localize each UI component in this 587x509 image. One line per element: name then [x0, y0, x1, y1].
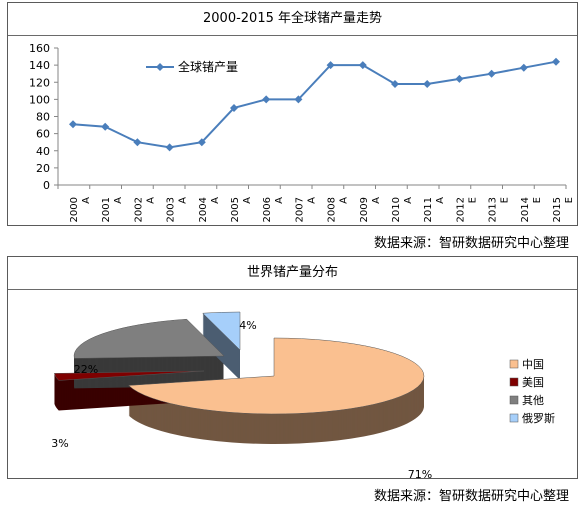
x-tick-suffix: A	[81, 197, 92, 204]
x-tick-suffix: E	[532, 197, 543, 203]
x-tick-suffix: A	[371, 197, 382, 204]
data-point-marker	[69, 120, 77, 129]
pie-percent-label: 3%	[51, 437, 68, 450]
x-tick-suffix: A	[403, 197, 414, 204]
x-tick-suffix: E	[564, 197, 575, 203]
data-point-marker	[552, 57, 560, 66]
legend-swatch	[509, 377, 519, 387]
y-tick-label: 140	[29, 59, 50, 72]
x-tick-label: 2008	[327, 197, 338, 222]
legend-label: 俄罗斯	[522, 412, 555, 425]
data-point-marker	[133, 138, 142, 147]
data-point-marker	[455, 74, 464, 83]
pie-chart-panel: 世界锗产量分布 71% 3% 22% 4% 中国美国其他俄罗斯	[7, 256, 578, 479]
y-tick-label: 0	[43, 179, 50, 192]
line-chart-panel: 2000-2015 年全球锗产量走势 0 20 40 60 80 100 120 140 160…	[7, 2, 578, 226]
x-tick-suffix: A	[210, 197, 221, 204]
data-point-marker	[423, 79, 432, 88]
pie-slice	[73, 318, 225, 359]
y-tick-label: 120	[29, 76, 50, 89]
y-tick-label: 40	[36, 145, 50, 158]
legend-label: 全球锗产量	[178, 59, 238, 74]
data-point-marker	[230, 103, 238, 112]
x-tick-label: 2009	[359, 197, 370, 222]
x-tick-label: 2007	[294, 197, 305, 222]
data-point-marker	[101, 122, 110, 131]
pie-percent-label: 71%	[408, 468, 432, 478]
data-point-marker	[519, 63, 528, 72]
legend-label: 美国	[522, 376, 544, 389]
x-tick-label: 2014	[520, 197, 531, 222]
data-point-marker	[197, 138, 206, 147]
pie-percent-label: 4%	[239, 319, 256, 332]
x-tick-label: 2006	[262, 197, 273, 222]
data-point-marker	[487, 69, 496, 78]
y-tick-label: 80	[36, 111, 50, 124]
x-tick-suffix: A	[435, 197, 446, 204]
line-chart-source: 数据来源：智研数据研究中心整理	[373, 236, 569, 251]
y-tick-label: 160	[29, 42, 50, 55]
legend-label: 中国	[522, 358, 544, 371]
x-tick-label: 2013	[488, 197, 499, 222]
pie-slice	[128, 337, 425, 415]
pie-slice	[202, 311, 241, 351]
data-point-marker	[326, 61, 335, 70]
x-tick-label: 2010	[391, 197, 402, 222]
data-point-marker	[391, 79, 399, 88]
line-chart-title: 2000-2015 年全球锗产量走势	[8, 3, 577, 36]
x-tick-suffix: A	[242, 197, 253, 204]
data-point-marker	[294, 95, 303, 104]
x-tick-label: 2005	[230, 197, 241, 222]
x-tick-label: 2001	[101, 197, 112, 222]
pie-chart-title: 世界锗产量分布	[8, 257, 577, 290]
x-tick-label: 2003	[166, 197, 177, 222]
x-tick-label: 2004	[198, 197, 209, 222]
legend-swatch	[509, 395, 519, 405]
pie-percent-label: 22%	[74, 363, 98, 376]
x-tick-label: 2012	[455, 197, 466, 222]
x-tick-suffix: A	[113, 197, 124, 204]
x-tick-label: 2011	[423, 197, 434, 222]
data-point-marker	[165, 143, 174, 152]
x-tick-label: 2002	[133, 197, 144, 222]
legend-label: 其他	[522, 394, 544, 407]
x-tick-label: 2015	[552, 197, 563, 222]
x-tick-suffix: A	[145, 197, 156, 204]
pie-slice	[53, 370, 205, 381]
x-tick-suffix: A	[178, 197, 189, 204]
y-tick-label: 100	[29, 93, 50, 106]
pie-chart-source: 数据来源：智研数据研究中心整理	[373, 489, 569, 504]
data-point-marker	[262, 95, 271, 104]
legend-swatch	[509, 359, 519, 369]
y-tick-label: 60	[36, 128, 50, 141]
x-tick-suffix: A	[339, 197, 350, 204]
x-tick-suffix: A	[274, 197, 285, 204]
legend-swatch	[509, 413, 519, 423]
series-line	[72, 60, 557, 149]
x-tick-suffix: E	[467, 197, 478, 203]
legend-swatch-marker	[156, 63, 164, 71]
x-tick-suffix: E	[500, 197, 511, 203]
y-tick-label: 20	[36, 162, 50, 175]
data-point-marker	[358, 61, 367, 70]
x-tick-label: 2000	[69, 197, 80, 222]
x-tick-suffix: A	[306, 197, 317, 204]
